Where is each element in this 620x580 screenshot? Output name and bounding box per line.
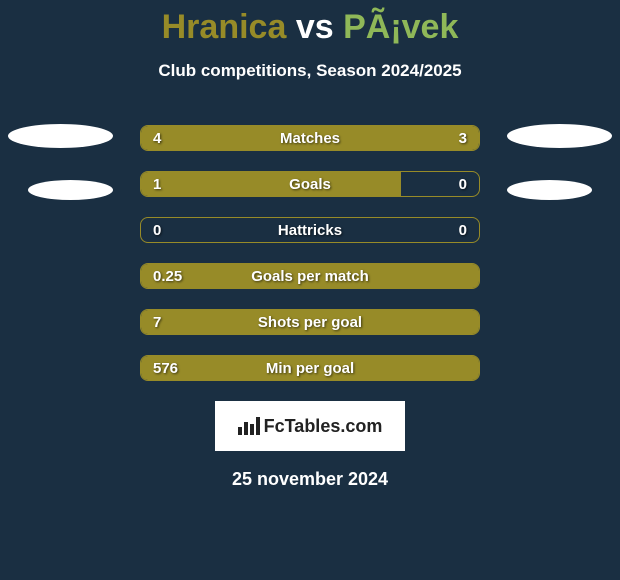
stat-row: 7Shots per goal bbox=[140, 309, 480, 335]
player2-name: PÃ¡vek bbox=[343, 8, 458, 46]
stat-label: Matches bbox=[141, 126, 479, 150]
stat-row: 10Goals bbox=[140, 171, 480, 197]
stat-label: Goals per match bbox=[141, 264, 479, 288]
comparison-title: Hranica vs PÃ¡vek bbox=[0, 0, 620, 47]
fctables-logo: FcTables.com bbox=[215, 401, 405, 451]
stat-row: 0.25Goals per match bbox=[140, 263, 480, 289]
stat-label: Min per goal bbox=[141, 356, 479, 380]
date: 25 november 2024 bbox=[0, 469, 620, 490]
decor-ellipse bbox=[8, 124, 113, 148]
stat-label: Goals bbox=[141, 172, 479, 196]
decor-ellipse bbox=[507, 180, 592, 200]
logo-text: FcTables.com bbox=[264, 416, 383, 437]
stat-row: 43Matches bbox=[140, 125, 480, 151]
stat-row: 00Hattricks bbox=[140, 217, 480, 243]
stat-rows: 43Matches 10Goals 00Hattricks 0.25Goals per… bbox=[140, 125, 480, 381]
vs-text: vs bbox=[296, 8, 334, 46]
decor-ellipse bbox=[507, 124, 612, 148]
stat-label: Hattricks bbox=[141, 218, 479, 242]
bar-chart-icon bbox=[238, 417, 260, 435]
subtitle: Club competitions, Season 2024/2025 bbox=[0, 61, 620, 81]
stat-row: 576Min per goal bbox=[140, 355, 480, 381]
decor-ellipse bbox=[28, 180, 113, 200]
player1-name: Hranica bbox=[162, 8, 287, 46]
stat-label: Shots per goal bbox=[141, 310, 479, 334]
